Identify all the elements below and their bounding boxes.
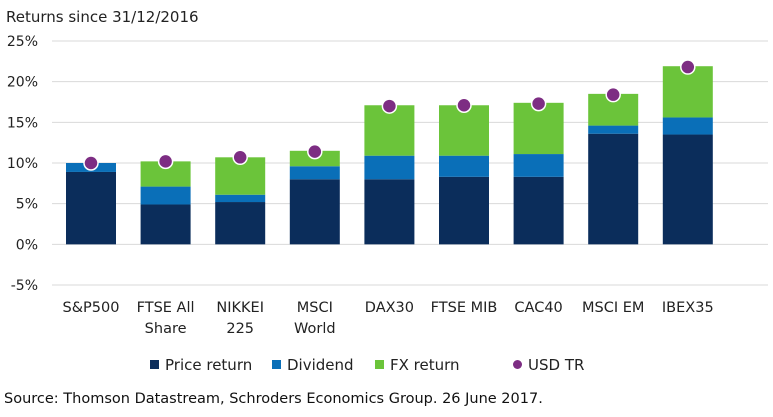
y-tick-label: 10% bbox=[7, 156, 38, 172]
chart-subtitle: Returns since 31/12/2016 bbox=[6, 8, 199, 26]
usd-tr-marker bbox=[680, 59, 696, 75]
legend-label: USD TR bbox=[528, 356, 584, 374]
source-note: Source: Thomson Datastream, Schroders Ec… bbox=[4, 391, 543, 407]
bar-segment-price-return bbox=[364, 179, 415, 245]
bar-segment-dividend bbox=[364, 155, 415, 180]
bar-segment-dividend bbox=[662, 117, 713, 135]
legend-swatch bbox=[513, 360, 522, 369]
x-category-label: IBEX35 bbox=[662, 300, 714, 316]
bar-segment-price-return bbox=[289, 179, 340, 245]
y-tick-label: 25% bbox=[7, 34, 38, 50]
bar-segment-dividend bbox=[513, 154, 564, 177]
bar-segment-dividend bbox=[588, 125, 639, 134]
usd-tr-markers bbox=[83, 59, 696, 171]
x-category-label: 225 bbox=[226, 321, 254, 337]
x-category-label: FTSE MIB bbox=[431, 300, 498, 316]
usd-tr-marker bbox=[232, 149, 248, 166]
y-tick-label: 0% bbox=[16, 237, 38, 253]
usd-tr-marker bbox=[605, 86, 621, 103]
legend-swatch bbox=[150, 360, 159, 369]
x-category-label: MSCI bbox=[297, 300, 333, 316]
x-category-label: DAX30 bbox=[365, 300, 414, 316]
usd-tr-marker bbox=[83, 155, 99, 171]
y-tick-label: -5% bbox=[11, 278, 38, 294]
legend: Price return Dividend FX return USD TR bbox=[150, 356, 584, 374]
bar-segment-price-return bbox=[662, 134, 713, 245]
bar-segment-dividend bbox=[439, 155, 489, 177]
bar-segment-price-return bbox=[439, 176, 489, 245]
legend-label: Dividend bbox=[287, 356, 354, 374]
x-category-label: MSCI EM bbox=[582, 300, 644, 316]
legend-label: FX return bbox=[390, 356, 460, 374]
bar-segment-price-return bbox=[513, 176, 564, 245]
x-category-label: CAC40 bbox=[514, 300, 562, 316]
bar-segment-dividend bbox=[289, 166, 340, 180]
y-axis: -5% 0% 5% 10% 15% 20% 25% bbox=[7, 34, 38, 294]
bar-segment-fx-return bbox=[439, 105, 489, 156]
bar-segment-price-return bbox=[66, 171, 116, 245]
x-category-label: S&P500 bbox=[63, 300, 120, 316]
usd-tr-marker bbox=[530, 95, 547, 112]
x-category-label: Share bbox=[145, 321, 187, 337]
x-category-label: FTSE All bbox=[137, 300, 195, 316]
x-category-label: NIKKEI bbox=[216, 300, 264, 316]
legend-swatch bbox=[272, 360, 281, 369]
usd-tr-marker bbox=[157, 153, 174, 170]
bar-segment-dividend bbox=[140, 186, 191, 205]
usd-tr-marker bbox=[307, 143, 323, 160]
y-tick-label: 20% bbox=[7, 75, 38, 91]
bar-segment-price-return bbox=[588, 133, 639, 245]
y-tick-label: 5% bbox=[16, 197, 38, 213]
legend-swatch bbox=[375, 360, 384, 369]
legend-label: Price return bbox=[165, 356, 252, 374]
usd-tr-marker bbox=[381, 98, 398, 114]
bar-segment-price-return bbox=[140, 204, 191, 245]
bar-segment-price-return bbox=[215, 202, 266, 245]
usd-tr-marker bbox=[456, 97, 472, 114]
bar-segment-dividend bbox=[215, 194, 266, 203]
x-axis: S&P500 FTSE All Share NIKKEI 225 MSCI World DAX… bbox=[63, 300, 714, 337]
y-tick-label: 15% bbox=[7, 115, 38, 131]
bars bbox=[66, 66, 713, 245]
x-category-label: World bbox=[294, 321, 336, 337]
